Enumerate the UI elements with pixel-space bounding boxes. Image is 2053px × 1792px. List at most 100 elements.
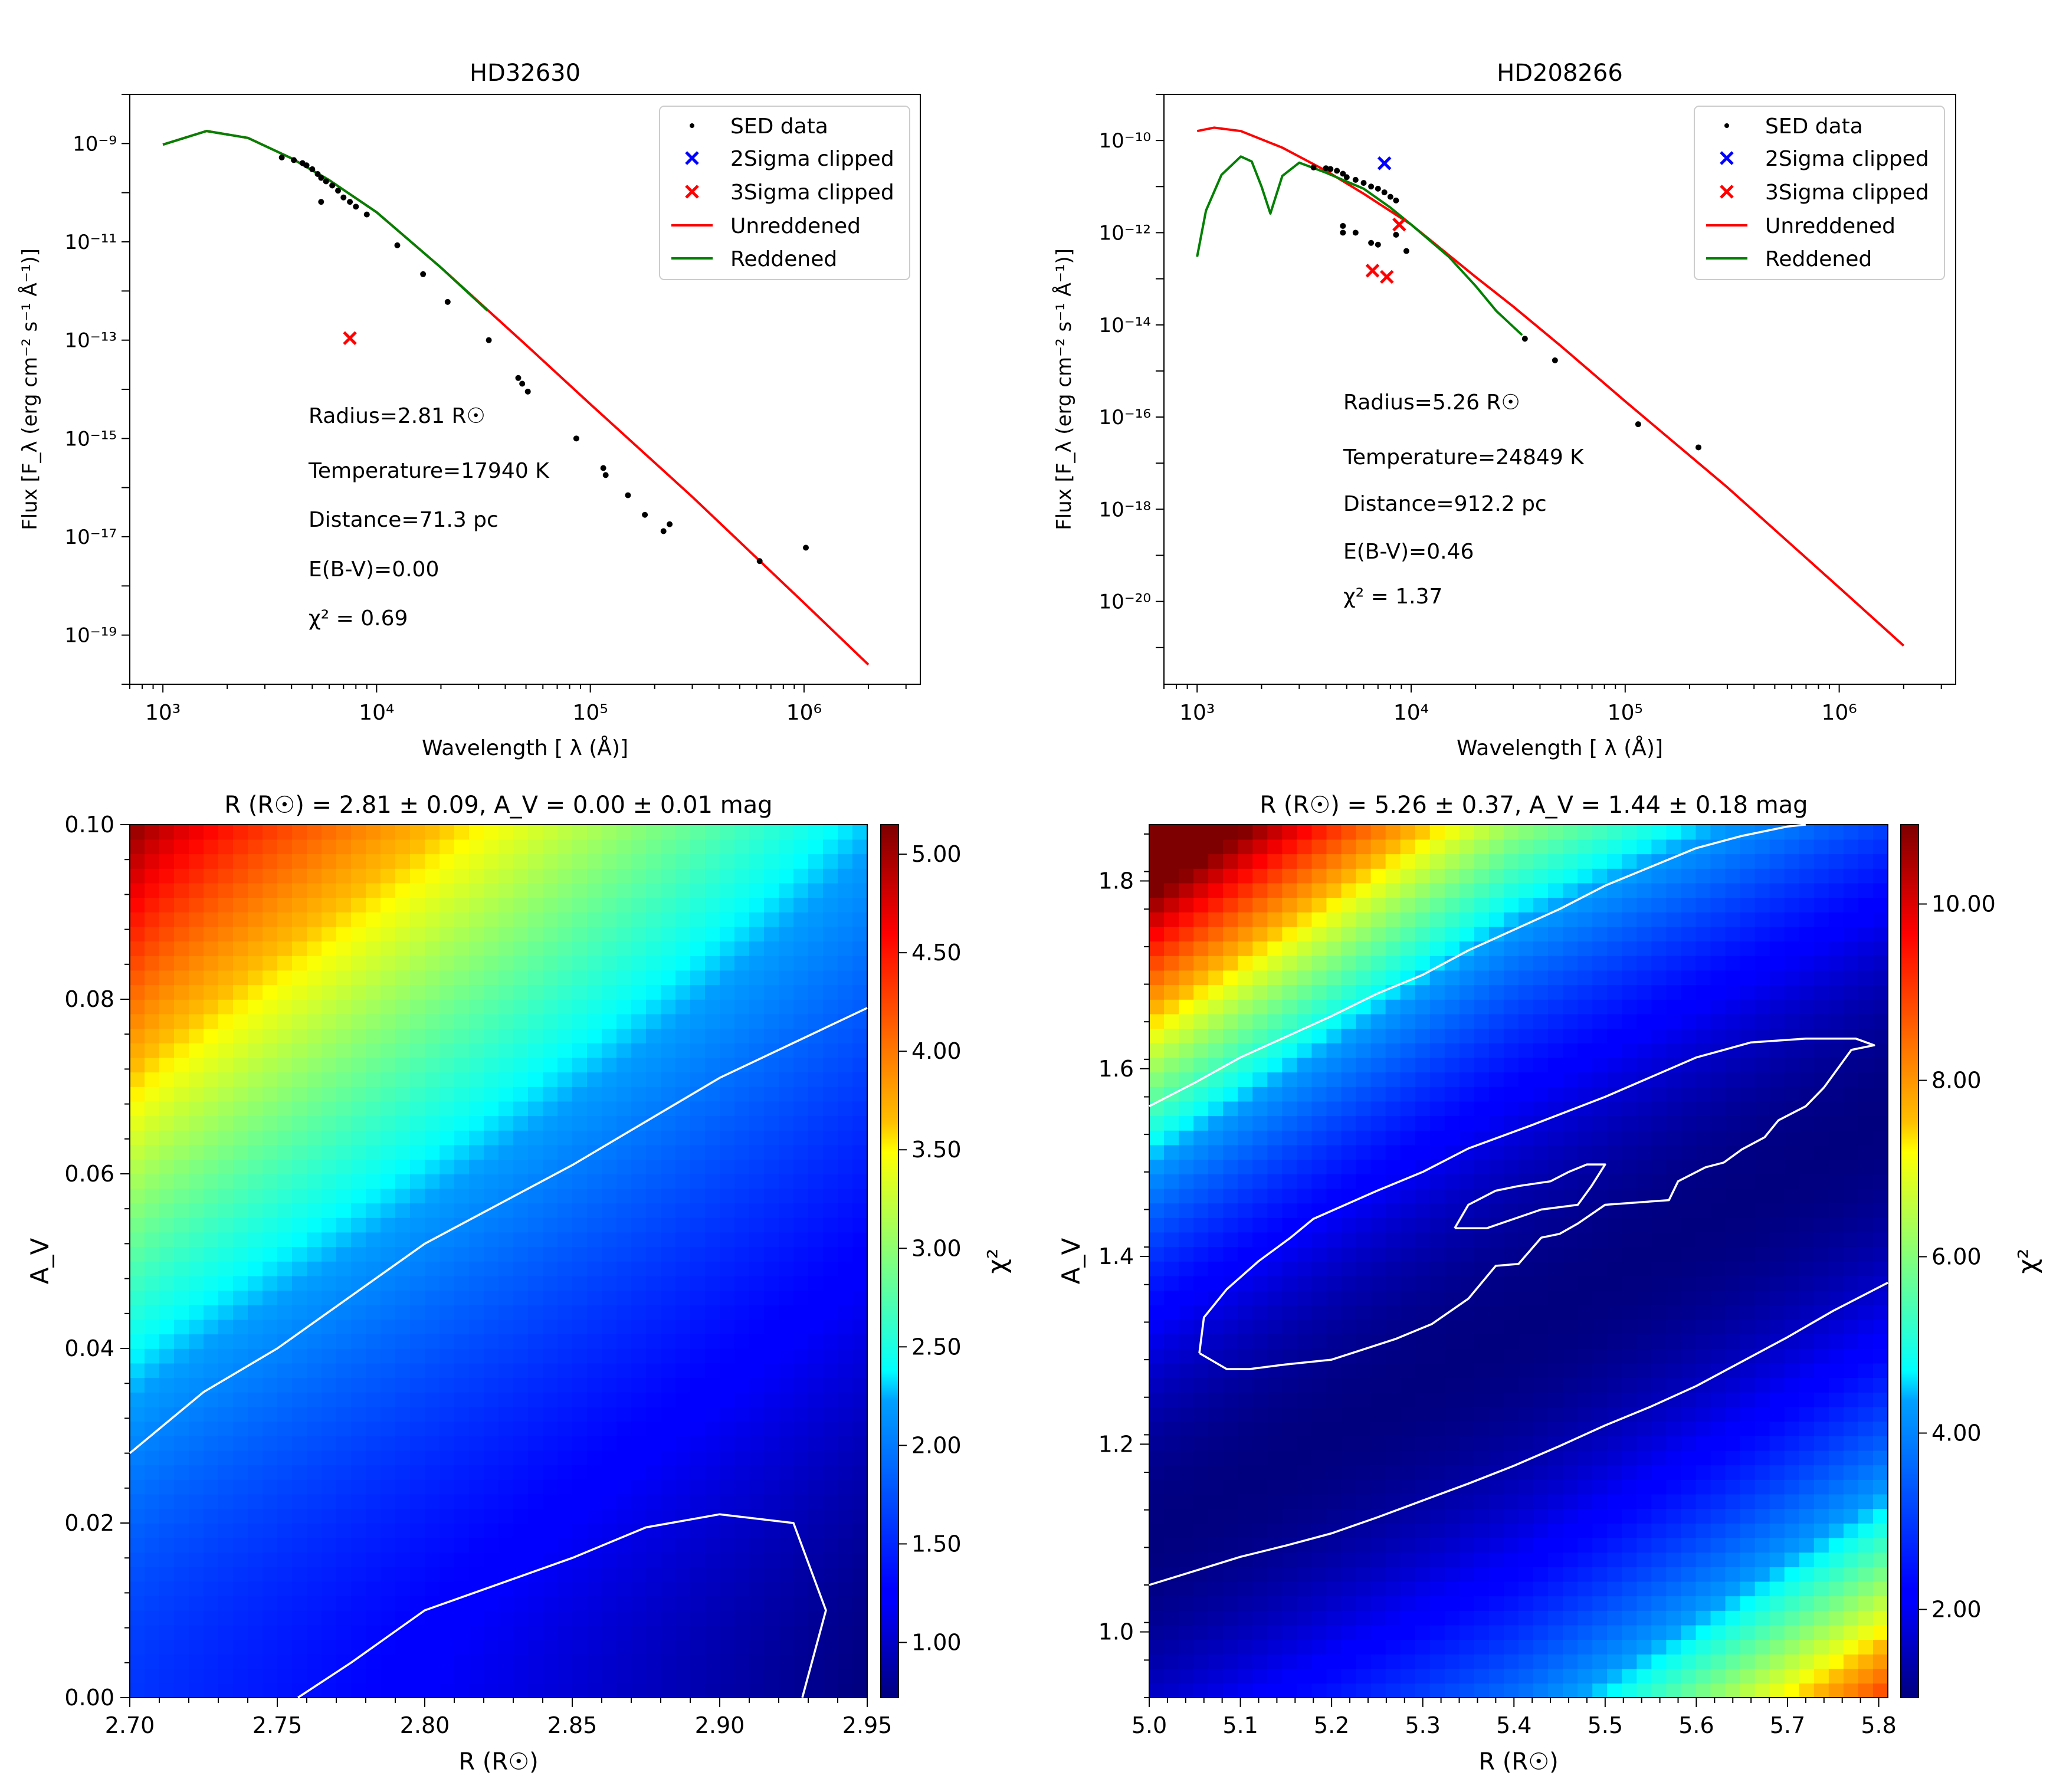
chi2-cell xyxy=(130,1087,145,1102)
chi2-cell xyxy=(336,897,352,913)
chi2-cell xyxy=(233,984,248,1000)
chi2-cell xyxy=(366,897,381,913)
chi2-cell xyxy=(159,1261,175,1276)
colorbar-tick-label: 2.50 xyxy=(911,1334,962,1360)
chi2-cell xyxy=(838,882,853,898)
chi2-cell xyxy=(661,970,676,986)
chi2-cell xyxy=(189,1072,204,1087)
chi2-cell xyxy=(1252,1232,1268,1248)
chi2-cell xyxy=(292,1072,307,1087)
chi2-cell xyxy=(351,1494,366,1509)
chi2-cell xyxy=(1400,1654,1416,1669)
chi2-cell xyxy=(1164,1479,1179,1495)
chi2-cell xyxy=(425,1087,440,1102)
chi2-cell xyxy=(1474,1479,1490,1495)
chi2-cell xyxy=(1444,1552,1460,1567)
chi2-cell xyxy=(808,912,824,927)
chi2-cell xyxy=(454,1334,470,1349)
chi2-cell xyxy=(174,839,189,855)
chi2-cell xyxy=(1356,1450,1372,1466)
chi2-cell xyxy=(277,825,293,840)
chi2-cell xyxy=(425,1348,440,1364)
chi2-cell xyxy=(646,1479,661,1495)
chi2-cell xyxy=(1548,1508,1563,1524)
chi2-cell xyxy=(734,1232,750,1248)
sed-data-point xyxy=(1635,421,1641,428)
chi2-cell xyxy=(1488,1624,1504,1640)
chi2-cell xyxy=(440,1581,455,1597)
chi2-cell xyxy=(277,1072,293,1087)
chi2-cell xyxy=(557,1683,573,1698)
chi2-cell xyxy=(1238,1479,1254,1495)
chi2-cell xyxy=(1400,1421,1416,1436)
chi2-cell xyxy=(1503,984,1519,1000)
chi2-cell xyxy=(1370,1232,1386,1248)
chi2-cell xyxy=(1252,1567,1268,1582)
chi2-cell xyxy=(764,1523,779,1538)
chi2-cell xyxy=(1341,1581,1357,1597)
chi2-cell xyxy=(779,1494,794,1509)
chi2-cell xyxy=(174,1261,189,1276)
chi2-cell xyxy=(823,1654,838,1669)
chi2-cell xyxy=(749,984,765,1000)
chi2-cell xyxy=(675,1334,691,1349)
chi2-cell xyxy=(631,1057,647,1073)
chi2-cell xyxy=(189,1203,204,1218)
chi2-cell xyxy=(159,1130,175,1146)
chi2-cell xyxy=(1400,1508,1416,1524)
chi2-cell xyxy=(351,825,366,840)
chi2-cell xyxy=(189,912,204,927)
chi2-cell xyxy=(1488,897,1504,913)
chi2-cell xyxy=(499,1217,514,1233)
chi2-cell xyxy=(410,882,425,898)
chi2-cell xyxy=(1415,1115,1431,1131)
chi2-cell xyxy=(1252,1596,1268,1611)
chi2-cell xyxy=(469,882,484,898)
chi2-cell xyxy=(425,1174,440,1189)
chi2-cell xyxy=(1193,956,1209,971)
chi2-cell xyxy=(469,1101,484,1117)
chi2-cell xyxy=(1208,984,1224,1000)
chi2-cell xyxy=(675,1217,691,1233)
chi2-cell xyxy=(779,1305,794,1320)
chi2-cell xyxy=(793,1232,809,1248)
chi2-cell xyxy=(1385,1450,1401,1466)
chi2-cell xyxy=(1311,1101,1327,1117)
chi2-cell xyxy=(1179,926,1194,942)
chi2-cell xyxy=(204,1130,219,1146)
chi2-cell xyxy=(1459,912,1475,927)
chi2-cell xyxy=(734,1290,750,1305)
chi2-cell xyxy=(631,1479,647,1495)
chi2-cell xyxy=(1164,1174,1179,1189)
chi2-cell xyxy=(528,1203,543,1218)
chi2-cell xyxy=(307,1057,322,1073)
chi2-cell xyxy=(130,1567,145,1582)
chi2-cell xyxy=(1341,1232,1357,1248)
chi2-cell xyxy=(646,1188,661,1204)
chi2-cell xyxy=(440,1334,455,1349)
chi2-cell xyxy=(204,825,219,840)
chi2-cell xyxy=(602,1087,617,1102)
chi2-cell xyxy=(189,1596,204,1611)
chi2-cell xyxy=(528,1101,543,1117)
chi2-cell xyxy=(366,912,381,927)
chi2-cell xyxy=(720,854,735,869)
chi2-cell xyxy=(793,1406,809,1422)
chi2-cell xyxy=(1444,1450,1460,1466)
chi2-cell xyxy=(233,1013,248,1029)
chi2-cell xyxy=(646,1552,661,1567)
chi2-cell xyxy=(1533,1508,1549,1524)
chi2-cell xyxy=(425,1334,440,1349)
chi2-cell xyxy=(499,1057,514,1073)
chi2-cell xyxy=(233,1436,248,1451)
chi2-cell xyxy=(307,1275,322,1291)
chi2-cell xyxy=(1252,1552,1268,1567)
chi2-map-hd32630: R (R☉) = 2.81 ± 0.09, A_V = 0.00 ± 0.01 … xyxy=(25,792,1012,1775)
x-tick-label: 10⁶ xyxy=(1821,701,1857,725)
chi2-cell xyxy=(204,956,219,971)
chi2-cell xyxy=(1164,1159,1179,1174)
chi2-cell xyxy=(277,1552,293,1567)
chi2-cell xyxy=(557,897,573,913)
chi2-cell xyxy=(425,1668,440,1684)
chi2-cell xyxy=(793,1596,809,1611)
